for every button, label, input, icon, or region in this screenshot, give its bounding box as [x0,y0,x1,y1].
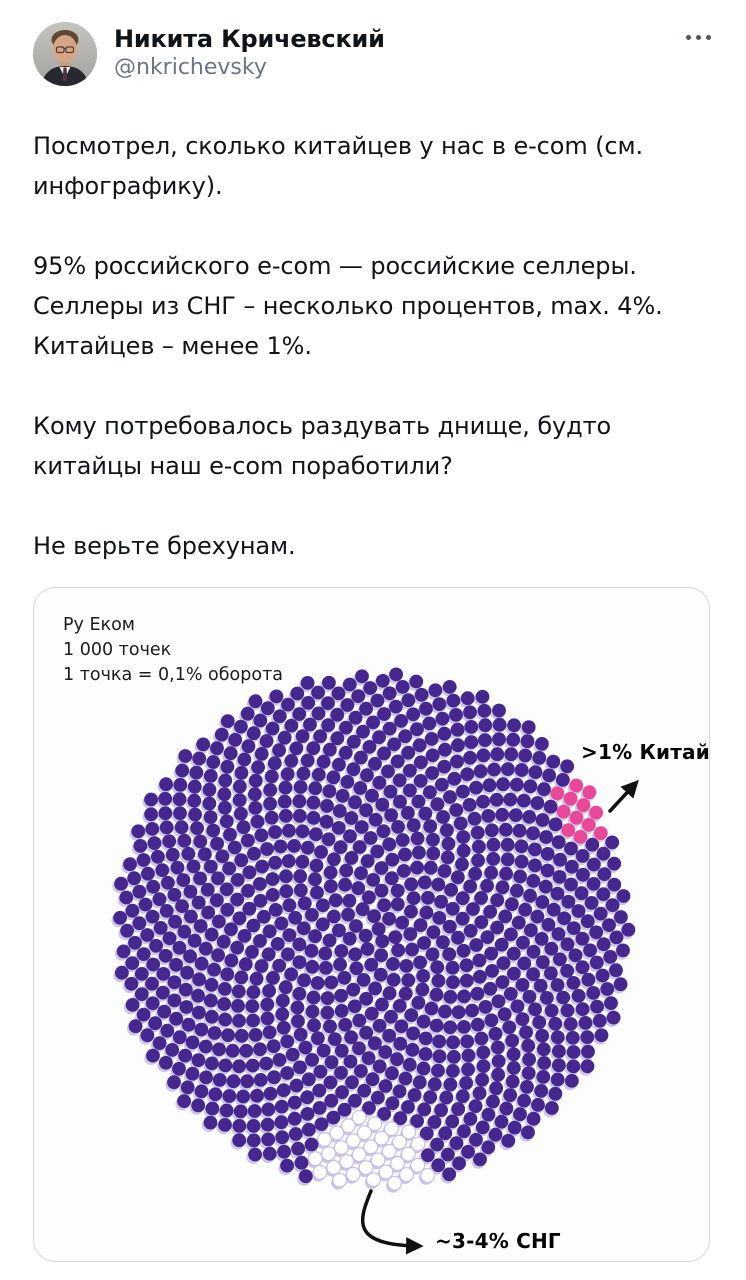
china-annotation: >1% Китай [581,740,710,764]
tweet-text: Посмотрел, сколько китайцев у нас в e-co… [33,126,713,566]
china-arrow [608,779,639,813]
tweet-paragraph: Кому потребовалось раздувать днище, будт… [33,412,612,480]
chart-legend: Ру Еком 1 000 точек 1 точка = 0,1% оборо… [63,613,283,688]
dots [111,667,636,1193]
cis-annotation: ~3-4% СНГ [435,1229,561,1253]
author-handle[interactable]: @nkrichevsky [114,55,267,80]
author-name[interactable]: Никита Кричевский [114,25,385,53]
author-block: Никита Кричевский @nkrichevsky [114,22,684,82]
avatar[interactable] [33,22,97,86]
more-options-icon [706,35,711,40]
chart-legend-line: 1 000 точек [63,640,172,660]
more-button[interactable] [684,29,713,46]
chart-title: Ру Еком [63,615,136,635]
chart-legend-line: 1 точка = 0,1% оборота [63,665,283,685]
cis-arrow [360,1189,424,1255]
more-options-icon [686,35,691,40]
tweet-paragraph: 95% российского e-com — российские селле… [33,252,663,360]
tweet-paragraph: Не верьте брехунам. [33,532,296,560]
tweet-header: Никита Кричевский @nkrichevsky [33,22,713,86]
dot-chart [111,667,639,1255]
infographic-card[interactable]: Ру Еком 1 000 точек 1 точка = 0,1% оборо… [33,587,710,1262]
tweet-paragraph: Посмотрел, сколько китайцев у нас в e-co… [33,132,644,200]
avatar-photo [33,22,97,86]
more-options-icon [696,35,701,40]
